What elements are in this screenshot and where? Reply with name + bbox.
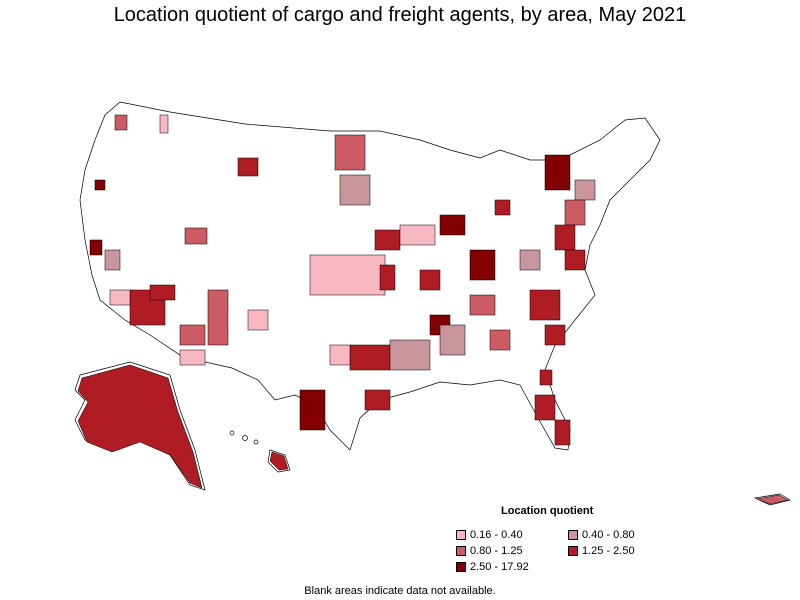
- area-norfolk: [564, 249, 586, 271]
- area-las-vegas: [149, 284, 176, 301]
- area-tucson: [179, 349, 206, 366]
- footnote: Blank areas indicate data not available.: [304, 585, 496, 597]
- legend-swatch-4: [568, 546, 578, 556]
- area-hawaii: [269, 451, 289, 471]
- area-mississippi: [439, 324, 466, 356]
- area-jacksonville: [539, 369, 553, 386]
- area-idaho-north: [159, 114, 169, 134]
- area-laredo: [299, 389, 326, 431]
- area-north-dakota: [334, 134, 366, 171]
- area-charlotte: [529, 289, 561, 321]
- legend-title: Location quotient: [501, 505, 594, 517]
- area-puerto-rico: [756, 494, 789, 505]
- area-indiana: [469, 249, 496, 281]
- legend-swatch-5: [456, 562, 466, 572]
- legend-swatch-1: [456, 530, 466, 540]
- area-central-coast: [109, 289, 131, 306]
- legend-label-3: 0.80 - 1.25: [470, 545, 523, 557]
- area-iowa: [374, 229, 401, 251]
- area-central-valley: [104, 249, 121, 271]
- legend-item-1: 0.16 - 0.40: [456, 529, 523, 541]
- area-albuquerque: [247, 309, 269, 331]
- area-upstate-ny: [544, 154, 571, 191]
- legend-label-2: 0.40 - 0.80: [582, 529, 635, 541]
- legend-label-5: 2.50 - 17.92: [470, 561, 529, 573]
- area-oregon-south: [94, 179, 106, 191]
- hawaii-island: [229, 430, 235, 436]
- area-seattle: [114, 114, 128, 131]
- hawaii-island: [253, 439, 259, 445]
- legend-label-4: 1.25 - 2.50: [582, 545, 635, 557]
- area-charleston: [544, 324, 566, 346]
- area-baltimore: [554, 224, 576, 251]
- area-montana: [237, 157, 259, 177]
- legend-label-1: 0.16 - 0.40: [470, 529, 523, 541]
- area-st-louis: [419, 269, 441, 291]
- area-new-england: [574, 179, 596, 201]
- legend-swatch-3: [456, 546, 466, 556]
- legend-swatch-2: [568, 530, 578, 540]
- area-new-mexico: [207, 289, 229, 346]
- area-minnesota-sd: [339, 174, 371, 206]
- area-tennessee: [469, 294, 496, 316]
- area-arkansas: [389, 339, 431, 371]
- area-west-virginia: [519, 249, 541, 271]
- area-alaska: [77, 364, 203, 489]
- area-tampa: [534, 394, 556, 421]
- area-houston: [364, 389, 391, 411]
- legend-item-3: 0.80 - 1.25: [456, 545, 523, 557]
- area-kansas: [309, 254, 386, 296]
- area-new-york-city: [564, 199, 586, 226]
- legend-item-2: 0.40 - 0.80: [568, 529, 635, 541]
- area-atlanta: [489, 329, 511, 351]
- area-chicago: [439, 214, 466, 236]
- legend-item-4: 1.25 - 2.50: [568, 545, 635, 557]
- area-illinois-west: [399, 224, 436, 246]
- area-dallas: [349, 344, 391, 371]
- area-north-texas: [329, 344, 351, 366]
- hawaii-island: [242, 435, 248, 441]
- area-detroit: [494, 199, 511, 216]
- area-bay-area: [89, 239, 103, 256]
- area-kansas-city: [379, 264, 396, 291]
- area-miami: [554, 419, 571, 446]
- area-phoenix: [179, 324, 206, 346]
- map-title: Location quotient of cargo and freight a…: [113, 4, 687, 26]
- legend-item-5: 2.50 - 17.92: [456, 561, 529, 573]
- area-salt-lake: [184, 227, 208, 245]
